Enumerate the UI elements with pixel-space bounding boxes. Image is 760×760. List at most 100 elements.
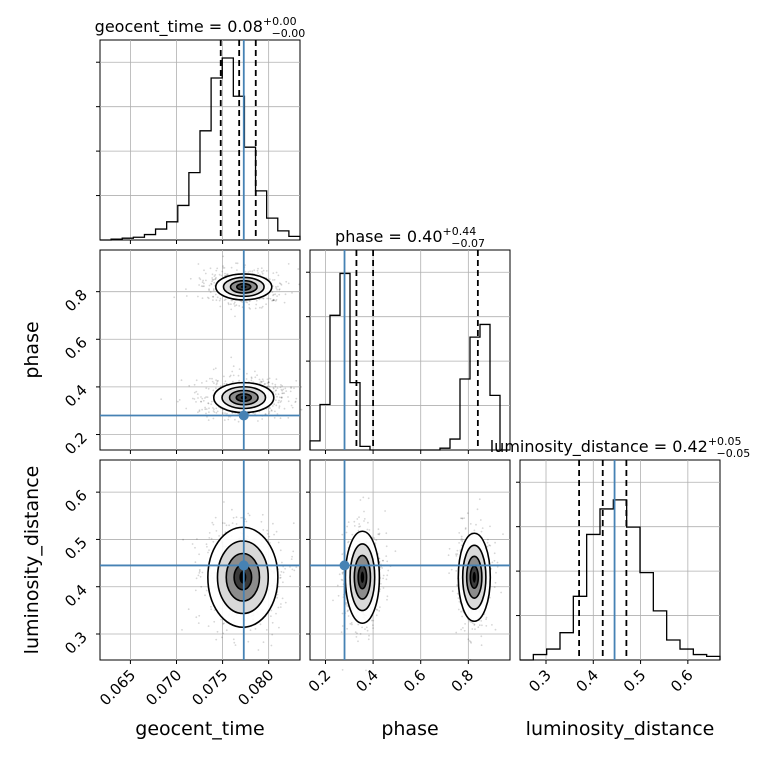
scatter-point [232,516,235,519]
scatter-point [267,381,270,384]
scatter-point [265,303,267,306]
scatter-point [375,608,378,611]
scatter-point [281,389,284,392]
scatter-point [275,271,278,274]
scatter-point [460,628,462,631]
scatter-point [373,537,376,539]
scatter-point [198,284,201,286]
scatter-point [283,392,286,395]
panel-geocent-time-hist [99,39,301,241]
scatter-point [281,392,283,395]
scatter-point [205,387,208,389]
tick-label-x: 0.3 [525,666,555,696]
title-eq: = [649,437,673,456]
scatter-point [276,593,279,596]
scatter-point [245,520,248,523]
scatter-point [250,379,253,382]
scatter-point [207,625,210,627]
tick-label-x: 0.075 [188,666,231,709]
scatter-point [385,555,388,557]
scatter-point [259,380,262,383]
scatter-point [248,514,251,517]
scatter-point [272,293,275,296]
scatter-point [341,553,344,556]
scatter-point [279,576,282,579]
title-value: 0.40 [407,227,443,246]
scatter-point [464,623,466,625]
scatter-point [195,577,198,580]
tick-label-y: 0.6 [61,486,91,516]
scatter-point [278,293,281,296]
scatter-point [467,638,470,641]
scatter-point [238,305,241,307]
tick-label-x: 0.065 [96,666,139,709]
scatter-point [215,638,218,641]
scatter-point [212,289,215,292]
scatter-point [367,638,370,641]
scatter-point [268,385,271,388]
scatter-point [298,283,301,286]
scatter-point [221,636,223,639]
scatter-point [223,299,226,301]
scatter-point [290,558,293,560]
title-upper: +0.05 [708,435,742,448]
tick-label-y: 0.3 [61,628,91,658]
scatter-point [222,267,225,269]
scatter-point [223,522,226,525]
scatter-point [279,417,282,420]
scatter-point [456,553,459,555]
scatter-point [282,392,284,395]
scatter-point [213,281,216,284]
scatter-point [199,278,202,281]
scatter-point [222,522,224,524]
density-contours [344,530,492,625]
scatter-point [191,397,194,400]
scatter-point [295,397,298,400]
scatter-point [274,383,277,386]
scatter-point [231,508,233,511]
scatter-point [493,559,496,562]
scatter-point [353,520,356,523]
scatter-point [194,546,196,549]
scatter-point [201,408,204,411]
scatter-point [281,397,283,399]
scatter-point [235,304,238,307]
scatter-point [254,376,257,379]
scatter-point [481,624,483,627]
scatter-point [284,567,286,570]
scatter-point [461,538,464,541]
scatter-point [257,267,259,270]
scatter-point [366,629,369,632]
scatter-point [270,410,273,412]
scatter-point [212,295,214,298]
scatter-point [215,269,218,272]
scatter-point [278,288,281,290]
scatter-point [280,570,283,573]
scatter-point [198,277,201,279]
scatter-point [220,274,223,277]
scatter-point [249,629,252,631]
scatter-point [367,521,369,524]
scatter-point [363,510,365,513]
scatter-point [219,297,222,300]
scatter-point [284,601,287,604]
title-value: 0.08 [227,17,263,36]
scatter-point [198,410,201,413]
scatter-point [230,356,233,359]
scatter-point [213,620,216,623]
scatter-point [210,400,213,403]
scatter-point [287,417,290,419]
scatter-point [259,306,261,309]
scatter-point [250,376,253,379]
scatter-point [266,297,268,300]
scatter-point [180,379,183,382]
scatter-point [216,296,219,299]
scatter-point [279,283,282,285]
scatter-point [249,270,252,273]
scatter-point [381,559,384,562]
scatter-point [273,299,275,302]
scatter-point [287,400,290,403]
scatter-point [262,269,265,272]
scatter-point [341,612,344,615]
scatter-point [280,603,282,605]
